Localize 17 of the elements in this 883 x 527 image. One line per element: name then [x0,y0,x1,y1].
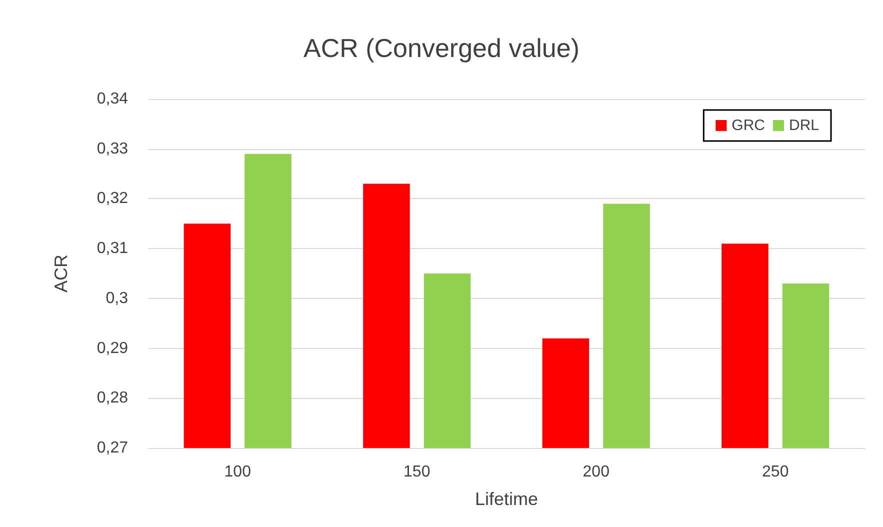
legend-label: DRL [788,117,820,134]
x-tick-label: 100 [224,464,252,480]
legend-label: GRC [732,117,766,134]
chart-title: ACR (Converged value) [303,33,580,63]
x-axis-title: Lifetime [474,489,538,509]
y-tick-label: 0,3 [106,290,128,307]
x-tick-label: 250 [762,464,789,480]
y-tick-label: 0,34 [96,90,128,108]
y-tick-label: 0,31 [96,240,128,258]
y-tick-label: 0,28 [96,390,128,407]
y-tick-label: 0,29 [96,340,128,357]
x-tick-label: 200 [582,464,610,480]
y-axis-title: ACR [51,254,71,293]
x-tick-label: 150 [404,464,430,480]
y-tick-label: 0,32 [96,190,128,208]
y-tick-label: 0,33 [96,140,128,158]
y-tick-label: 0,27 [96,440,128,456]
